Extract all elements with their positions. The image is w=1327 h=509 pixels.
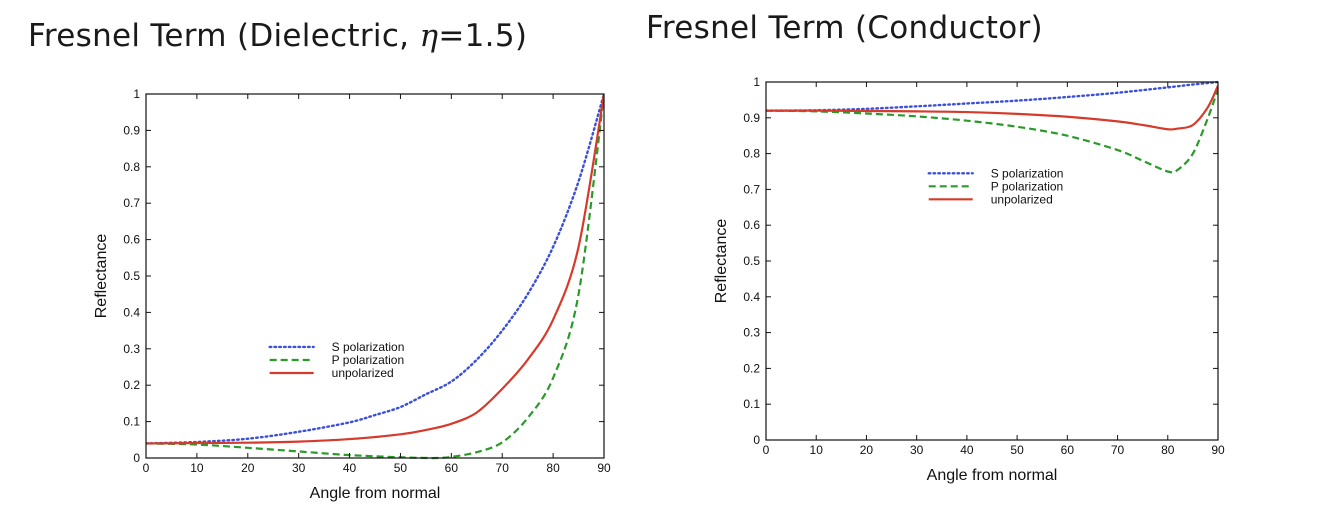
y-tick-label: 0.2 (743, 361, 760, 375)
x-tick-label: 90 (597, 461, 611, 475)
series-line-s-polarization (146, 92, 604, 445)
x-tick-label: 50 (394, 461, 408, 475)
series-line-unpolarized (146, 93, 604, 445)
chart-conductor: 0 10 20 30 40 50 60 70 80 90 0 0.1 0.2 0.3 0.4 0.5 0.6 0.… (713, 75, 1225, 484)
legend-label-s-polarization: S polarization (991, 166, 1064, 180)
plot-frame (765, 81, 1219, 441)
title-suffix: =1.5) (438, 18, 528, 54)
y-tick-label: 1 (753, 75, 760, 89)
y-tick-label: 0.8 (123, 160, 140, 174)
series-line-p-polarization (766, 88, 1218, 174)
series-group (766, 80, 1218, 174)
x-tick-label: 60 (1061, 443, 1075, 457)
y-tick-label: 0.1 (123, 415, 140, 429)
plot-frame (145, 93, 605, 459)
y-tick-label: 0 (753, 433, 760, 447)
x-tick-label: 30 (910, 443, 924, 457)
legend-label-p-polarization: P polarization (332, 353, 405, 367)
y-tick-label: 0.7 (123, 196, 140, 210)
y-tick-label: 0.9 (123, 123, 140, 137)
y-tick-label: 0.8 (743, 147, 760, 161)
x-axis-label: Angle from normal (927, 467, 1058, 484)
legend-label-unpolarized: unpolarized (991, 192, 1053, 206)
series-line-unpolarized (766, 85, 1218, 131)
x-tick-label: 10 (810, 443, 824, 457)
x-tick-label: 60 (445, 461, 459, 475)
y-tick-label: 0 (133, 451, 140, 465)
y-tick-label: 0.3 (743, 326, 760, 340)
chart-title-dielectric: Fresnel Term (Dielectric, η=1.5) (28, 18, 527, 54)
y-axis-label: Reflectance (93, 234, 110, 319)
y-tick-label: 0.1 (743, 397, 760, 411)
legend-label-p-polarization: P polarization (991, 179, 1064, 193)
y-axis-label: Reflectance (713, 219, 730, 304)
x-tick-label: 40 (960, 443, 974, 457)
x-tick-label: 0 (143, 461, 150, 475)
y-tick-label: 0.6 (123, 233, 140, 247)
x-tick-label: 70 (1111, 443, 1125, 457)
y-tick-label: 0.4 (123, 305, 140, 319)
x-tick-label: 90 (1211, 443, 1225, 457)
series-group (146, 92, 604, 460)
y-tick-label: 0.5 (123, 269, 140, 283)
y-tick-label: 0.4 (743, 290, 760, 304)
series-line-p-polarization (146, 93, 604, 460)
x-tick-label: 30 (292, 461, 306, 475)
y-tick-label: 0.2 (123, 378, 140, 392)
x-tick-label: 80 (1161, 443, 1175, 457)
x-axis-label: Angle from normal (310, 485, 441, 502)
y-tick-label: 0.5 (743, 254, 760, 268)
y-tick-label: 0.3 (123, 342, 140, 356)
x-tick-label: 40 (343, 461, 357, 475)
eta-symbol: η (419, 18, 439, 54)
y-tick-label: 0.6 (743, 218, 760, 232)
x-tick-label: 80 (546, 461, 560, 475)
chart-title-conductor: Fresnel Term (Conductor) (646, 10, 1043, 46)
x-tick-label: 20 (241, 461, 255, 475)
y-tick-label: 0.9 (743, 111, 760, 125)
x-tick-label: 10 (190, 461, 204, 475)
legend-label-unpolarized: unpolarized (332, 366, 394, 380)
chart-dielectric: 0 10 20 30 40 50 60 70 80 90 0 0.1 0.2 0.3 0.4 0.5 0.6 0.… (93, 87, 611, 502)
x-tick-label: 20 (860, 443, 874, 457)
x-tick-label: 0 (763, 443, 770, 457)
x-tick-label: 50 (1010, 443, 1024, 457)
y-tick-label: 1 (133, 87, 140, 101)
series-line-s-polarization (766, 80, 1218, 112)
x-tick-label: 70 (496, 461, 510, 475)
y-tick-label: 0.7 (743, 182, 760, 196)
title-prefix: Fresnel Term (Dielectric, (28, 18, 420, 54)
legend-label-s-polarization: S polarization (332, 340, 405, 354)
